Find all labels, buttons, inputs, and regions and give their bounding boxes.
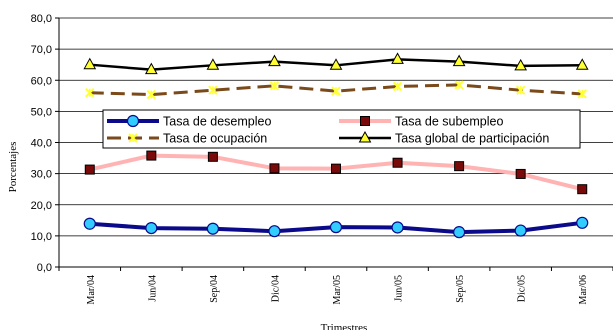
data-point <box>452 54 466 67</box>
legend-label: Tasa de ocupación <box>163 132 267 146</box>
data-point <box>85 87 95 98</box>
legend-swatch-marker <box>128 133 138 143</box>
data-point <box>329 58 343 70</box>
legend-swatch-marker <box>126 114 140 128</box>
y-tick-label: 0,0 <box>37 262 52 274</box>
x-tick-label: Mar/04 <box>86 275 97 304</box>
legend-label: Tasa de subempleo <box>395 115 503 129</box>
data-point <box>206 222 219 235</box>
x-tick-label: Jun/04 <box>147 275 158 302</box>
series-layer <box>83 52 589 239</box>
data-point <box>515 168 526 179</box>
data-point <box>83 217 96 230</box>
data-point <box>329 221 343 234</box>
y-tick-label: 50,0 <box>31 106 52 118</box>
data-point <box>391 221 404 234</box>
data-point <box>268 54 281 67</box>
legend-entry: Tasa de desempleo <box>107 115 271 129</box>
data-point <box>575 58 589 70</box>
legend-swatch-marker <box>360 116 370 126</box>
series-1 <box>83 216 589 239</box>
y-tick-label: 30,0 <box>31 169 52 181</box>
data-point <box>514 58 528 71</box>
legend-entry: Tasa de ocupación <box>107 132 267 146</box>
data-point <box>577 184 588 195</box>
x-tick-label: Dic/05 <box>517 275 528 302</box>
y-tick-label: 60,0 <box>31 75 52 87</box>
data-point <box>515 85 526 95</box>
data-point <box>576 216 589 229</box>
data-point <box>392 81 403 92</box>
legend-entry: Tasa global de participación <box>339 130 549 146</box>
series-line <box>89 83 583 97</box>
data-point <box>392 157 403 168</box>
y-tick-label: 10,0 <box>31 231 52 243</box>
y-tick-label: 70,0 <box>31 44 52 56</box>
data-point <box>331 86 341 96</box>
y-tick-label: 20,0 <box>31 200 52 212</box>
data-point <box>208 85 218 95</box>
data-point <box>577 89 587 99</box>
x-tick-label: Sep/04 <box>209 275 220 303</box>
data-point <box>207 151 218 162</box>
series-3 <box>85 80 587 100</box>
data-point <box>269 81 280 91</box>
x-tick-label: Jun/05 <box>394 275 405 302</box>
data-point <box>268 225 281 238</box>
data-point <box>145 221 158 235</box>
data-point <box>83 57 97 70</box>
data-point <box>454 161 465 172</box>
data-point <box>206 58 220 70</box>
x-tick-label: Mar/06 <box>578 275 589 304</box>
x-tick-label: Sep/05 <box>455 275 466 303</box>
axis-layer: 0,0 10,0 20,0 30,0 40,0 50,0 60,0 70,0 80,0 Mar/0… <box>31 13 613 304</box>
y-tick-label: 40,0 <box>31 138 52 150</box>
x-tick-label: Dic/04 <box>270 275 281 302</box>
y-tick-label: 80,0 <box>31 13 52 25</box>
data-point <box>454 80 464 90</box>
y-axis-title: Porcentajes <box>7 142 19 193</box>
legend-label: Tasa global de participación <box>395 132 549 146</box>
legend-entry: Tasa de subempleo <box>339 115 503 129</box>
legend: Tasa de desempleo Tasa de subempleo Tasa d… <box>102 109 581 149</box>
data-point <box>144 62 158 75</box>
data-point <box>269 163 280 174</box>
legend-box <box>102 109 581 149</box>
data-point <box>331 163 341 174</box>
legend-label: Tasa de desempleo <box>163 115 271 129</box>
data-point <box>146 89 157 100</box>
data-point <box>453 226 466 239</box>
x-axis-title: Trimestres <box>321 322 368 330</box>
data-point <box>514 224 527 237</box>
data-point <box>84 164 95 175</box>
series-2 <box>84 150 588 195</box>
data-point <box>391 52 404 64</box>
series-4 <box>83 52 589 75</box>
legend-swatch-marker <box>358 130 372 143</box>
data-point <box>146 150 157 161</box>
x-tick-label: Mar/05 <box>332 275 343 304</box>
